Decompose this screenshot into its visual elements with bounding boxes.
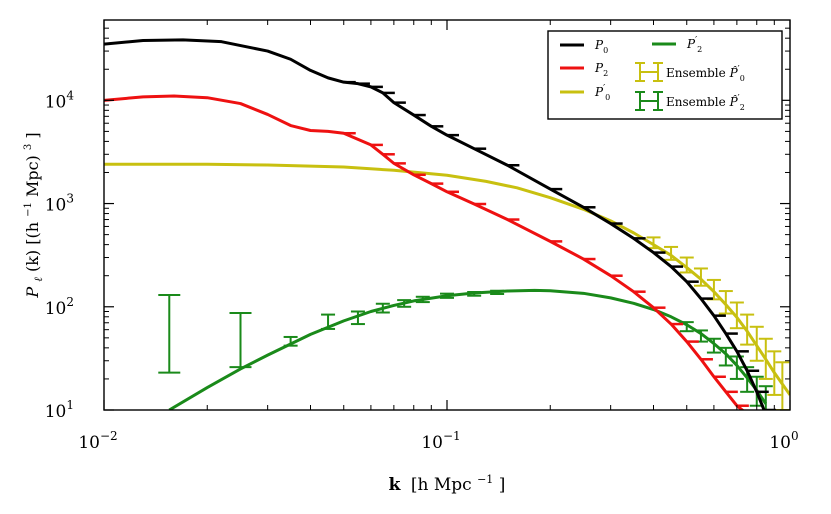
- y-tick-label-2: 103: [45, 192, 74, 216]
- series-1: [104, 94, 749, 410]
- y-axis-label-mid: Mpc): [23, 155, 42, 197]
- y-tick-label-0: 101: [45, 398, 74, 422]
- x-tick-label-exp-2: 0: [791, 429, 799, 443]
- series-3: [168, 288, 768, 410]
- series-line-0: [104, 38, 766, 410]
- plot-frame: [103, 19, 791, 411]
- legend-eb-label-0: Ensemble P̂′0: [666, 65, 745, 83]
- x-axis-label-close: ]: [499, 475, 506, 495]
- legend-label-sub-2: 0: [605, 93, 610, 102]
- x-axis-label-k: k: [389, 475, 402, 495]
- y-axis-label-close: ]: [23, 132, 42, 138]
- legend-eb-prefix-1: Ensemble: [666, 95, 730, 109]
- legend-eb-main-1: P̂: [729, 94, 739, 109]
- legend-label-sub-3: 2: [697, 45, 702, 54]
- legend-eb-main-0: P̂: [729, 65, 739, 80]
- legend-label-main-2: P: [594, 85, 604, 99]
- y-axis-label: P ℓ (k) [(h −1 Mpc) 3 ]: [16, 132, 46, 298]
- legend-label-2: P′0: [594, 84, 610, 102]
- legend-eb-sub-0: 0: [740, 74, 745, 83]
- legend-label-main-1: P: [594, 61, 604, 75]
- y-tick-label-exp-3: 4: [66, 88, 74, 102]
- series-line-1: [104, 94, 745, 410]
- x-tick-label-base-2: 10: [769, 433, 791, 453]
- x-axis-label-unit: [h Mpc: [411, 475, 472, 495]
- legend-label-main-3: P: [686, 37, 696, 51]
- legend-label-sub-1: 2: [603, 69, 608, 78]
- legend-eb-prime-0: ′: [738, 65, 740, 75]
- y-axis-label-arg: (k) [(h: [23, 222, 42, 272]
- legend-label-prime-3: ′: [695, 36, 697, 46]
- x-tick-label-1: 10−1: [421, 429, 460, 453]
- y-axis-label-exp1: −1: [23, 202, 34, 217]
- legend-box: [547, 30, 783, 120]
- y-tick-label-base-0: 10: [45, 402, 67, 422]
- legend-label-sub-0: 0: [603, 46, 608, 55]
- legend-label-prime-2: ′: [603, 84, 605, 94]
- y-axis-label-exp2: 3: [23, 144, 34, 150]
- y-tick-label-3: 104: [45, 88, 75, 112]
- legend-eb-prime-1: ′: [738, 94, 740, 104]
- legend-eb-sub-1: 2: [740, 103, 745, 112]
- legend-eb-prefix-0: Ensemble: [666, 66, 730, 80]
- series-layer: [104, 38, 790, 410]
- legend-label-3: P′2: [686, 36, 702, 54]
- x-tick-label-2: 100: [769, 429, 798, 453]
- series-line-3: [168, 288, 768, 410]
- x-axis-label: k [h Mpc −1 ]: [389, 468, 506, 495]
- x-tick-label-exp-0: −2: [100, 429, 118, 443]
- y-tick-label-base-2: 10: [45, 196, 67, 216]
- y-tick-label-base-1: 10: [45, 299, 67, 319]
- y-tick-label-1: 102: [45, 295, 74, 319]
- y-axis-label-p: P: [23, 287, 42, 299]
- y-axis-label-sub: ℓ: [32, 277, 45, 282]
- x-tick-label-base-0: 10: [78, 433, 100, 453]
- x-tick-label-0: 10−2: [78, 429, 117, 453]
- legend-label-1: P2: [594, 61, 608, 78]
- y-tick-label-exp-0: 1: [66, 398, 74, 412]
- x-tick-label-exp-1: −1: [443, 429, 461, 443]
- y-tick-label-base-3: 10: [45, 92, 67, 112]
- legend-eb-label-1: Ensemble P̂′2: [666, 94, 745, 112]
- legend-label-main-0: P: [594, 38, 604, 52]
- x-tick-label-base-1: 10: [421, 433, 443, 453]
- x-axis-label-exp: −1: [477, 473, 493, 486]
- y-tick-label-exp-1: 2: [66, 295, 74, 309]
- y-tick-label-exp-2: 3: [66, 192, 74, 206]
- series-0: [104, 38, 777, 410]
- legend-label-0: P0: [594, 38, 608, 55]
